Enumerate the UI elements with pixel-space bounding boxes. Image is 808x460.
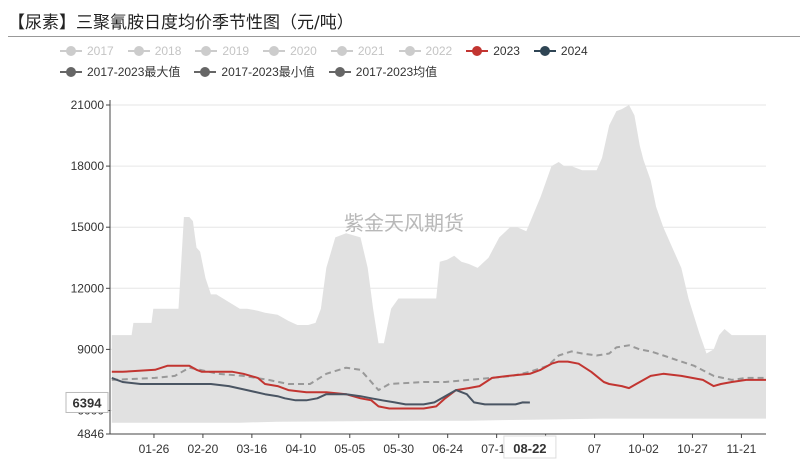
legend-swatch-icon <box>194 66 217 78</box>
x-tick-label: 10-27 <box>677 442 708 456</box>
chart-legend: 2017 2018 2019 2020 2021 2022 2023 2024 2017-20… <box>60 40 780 82</box>
x-tick-label: 03-16 <box>237 442 268 456</box>
y-tick-label: 15000 <box>71 220 105 234</box>
legend-item-2018[interactable]: 2018 <box>127 43 182 58</box>
title-divider <box>8 36 800 37</box>
current-date-box <box>503 435 557 459</box>
x-tick-label: 05-30 <box>383 442 414 456</box>
x-tick-label: 01-26 <box>139 442 170 456</box>
legend-label: 2024 <box>560 43 588 58</box>
y-tick-label: 4846 <box>77 427 104 441</box>
x-tick-label: 02-20 <box>188 442 219 456</box>
band-layer <box>111 105 767 423</box>
current-date-label: 08-22 <box>513 441 546 456</box>
series-line-2024 <box>111 376 530 406</box>
current-value-label: 6394 <box>73 395 103 410</box>
legend-label: 2017-2023最大值 <box>87 65 181 79</box>
legend-swatch-icon <box>60 45 82 57</box>
y-tick-label: 21000 <box>71 98 105 112</box>
y-tick-label: 18000 <box>71 159 105 173</box>
legend-swatch-icon <box>60 66 82 78</box>
x-tick-label: 07 <box>588 442 602 456</box>
legend-label: 2023 <box>493 43 520 58</box>
label-layer: 6394 08-22 <box>65 391 557 459</box>
legend-swatch-icon <box>127 45 150 57</box>
legend-item-2017-2023最大值[interactable]: 2017-2023最大值 <box>60 63 180 80</box>
x-tick-label: 04-10 <box>285 442 316 456</box>
legend-row-1: 2017 2018 2019 2020 2021 2022 2023 2024 <box>60 40 780 61</box>
legend-item-2020[interactable]: 2020 <box>263 44 317 58</box>
legend-label: 2020 <box>290 43 317 58</box>
x-tick-label: 06-24 <box>432 442 463 456</box>
legend-label: 2019 <box>222 43 250 58</box>
x-tick-label: 05-05 <box>334 442 365 456</box>
legend-swatch-icon <box>398 45 421 57</box>
legend-swatch-icon <box>195 45 218 57</box>
y-tick-label: 12000 <box>71 281 105 295</box>
legend-item-2017-2023最小值[interactable]: 2017-2023最小值 <box>194 63 315 80</box>
x-tick-label: 11-21 <box>727 442 757 456</box>
y-tick-label: 9000 <box>77 342 104 356</box>
max-min-envelope-band <box>111 105 767 423</box>
legend-item-2021[interactable]: 2021 <box>330 43 385 58</box>
legend-label: 2018 <box>154 43 182 58</box>
chart-title: 【尿素】三聚氰胺日度均价季节性图（元/吨） <box>8 13 354 33</box>
legend-label: 2017 <box>87 43 114 58</box>
legend-label: 2021 <box>357 43 385 58</box>
legend-item-2017[interactable]: 2017 <box>60 44 114 58</box>
watermark: 紫金天风期货 <box>344 211 464 235</box>
legend-item-2017-2023均值[interactable]: 2017-2023均值 <box>328 63 438 80</box>
legend-swatch-icon <box>466 45 489 57</box>
legend-swatch-icon <box>328 66 351 78</box>
axis-layer: 4846600090001200015000180002100001-2602-… <box>71 98 766 456</box>
legend-label: 2022 <box>425 43 453 58</box>
legend-row-2: 2017-2023最大值 2017-2023最小值 2017-2023均值 <box>60 61 780 82</box>
legend-item-2019[interactable]: 2019 <box>195 44 249 58</box>
legend-swatch-icon <box>533 45 556 57</box>
x-tick-label: 10-02 <box>628 442 659 456</box>
legend-label: 2017-2023均值 <box>355 65 438 79</box>
legend-item-2022[interactable]: 2022 <box>398 43 453 58</box>
legend-swatch-icon <box>330 45 353 57</box>
legend-label: 2017-2023最小值 <box>221 65 315 79</box>
legend-item-2023[interactable]: 2023 <box>466 44 520 58</box>
legend-swatch-icon <box>263 45 286 57</box>
series-layer <box>111 344 766 410</box>
current-value-box <box>65 391 109 413</box>
legend-item-2024[interactable]: 2024 <box>533 43 588 58</box>
